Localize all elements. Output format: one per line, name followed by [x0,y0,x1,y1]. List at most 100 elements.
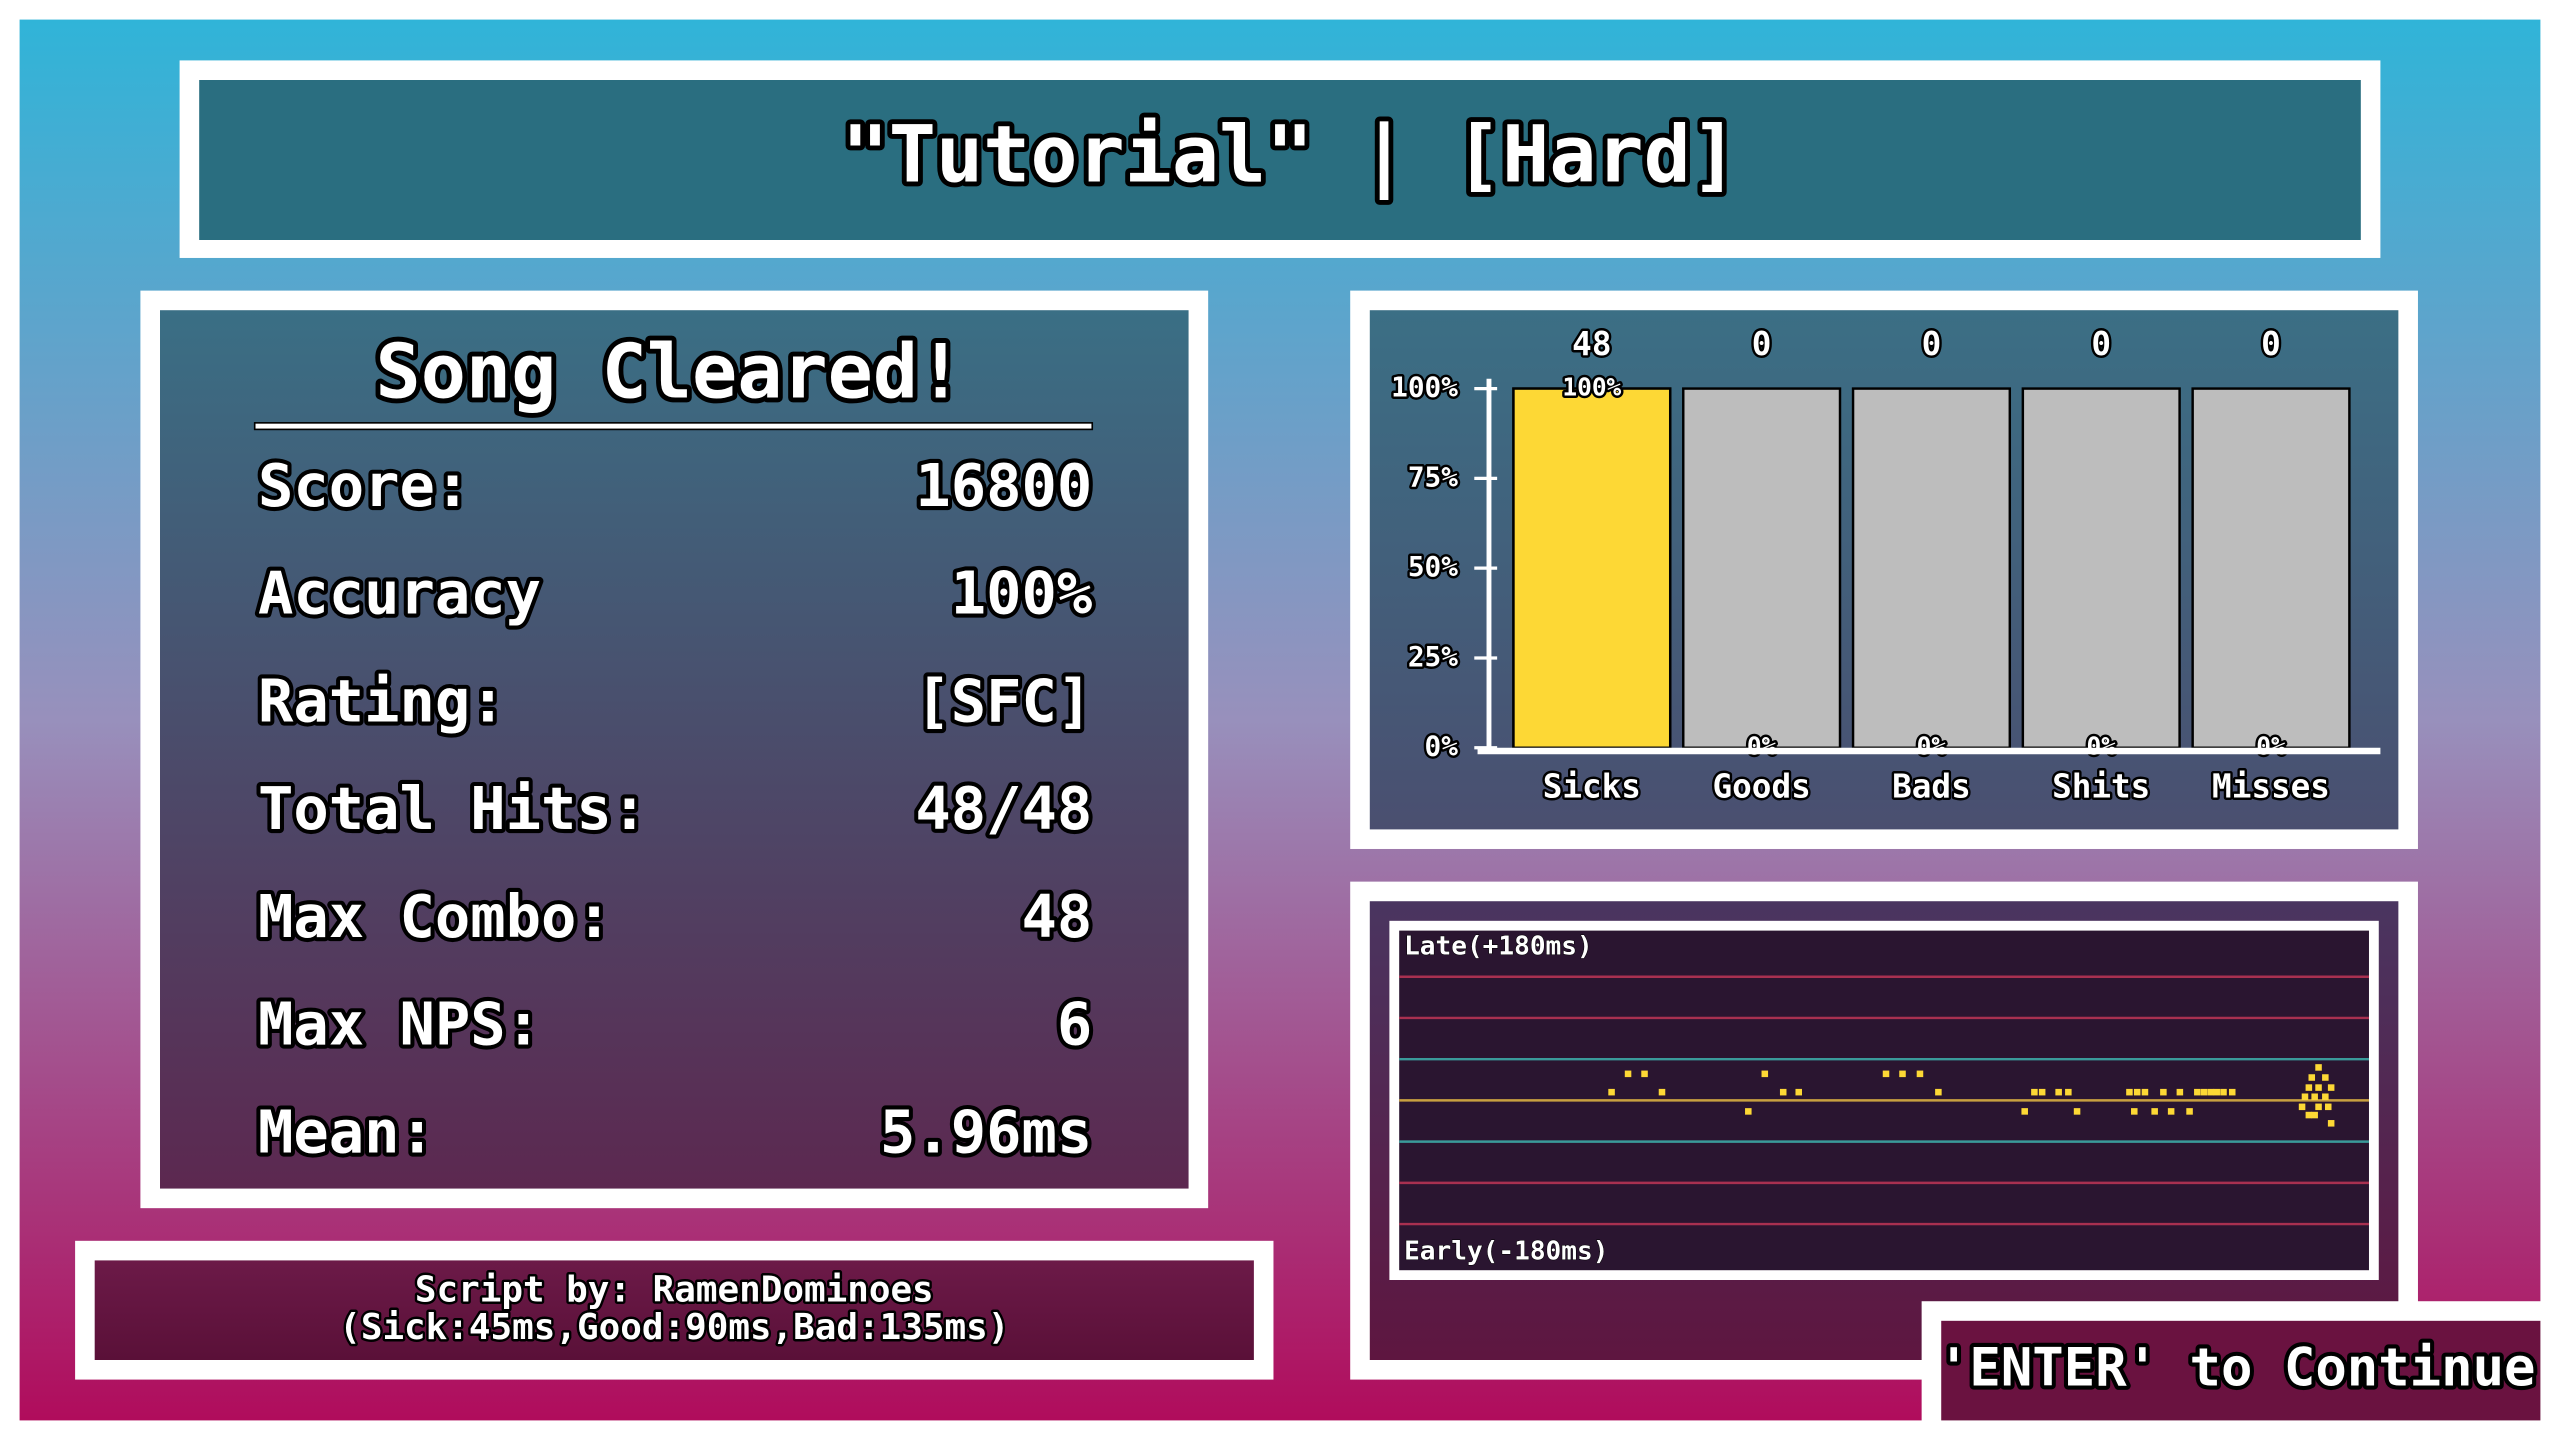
x-tick-label: Shits [2052,768,2150,806]
hit-point [2305,1084,2313,1091]
y-tick-label: 75% [1408,460,1458,493]
results-heading: Song Cleared! [376,328,964,416]
hit-point [2213,1088,2220,1096]
song-title: "Tutorial" | [Hard] [842,109,1738,200]
scatter-chart: Late(+180ms) Early(-180ms) [1399,931,2369,1267]
hit-point [1899,1070,1906,1078]
hit-point [2167,1108,2175,1115]
hit-point [2315,1064,2322,1071]
stat-value: [SFC] [915,666,1092,735]
hit-point [2301,1093,2309,1101]
bar [1512,387,1672,749]
x-tick-label: Bads [1892,768,1971,806]
hit-point [2311,1093,2318,1101]
x-tick-label: Sicks [1543,768,1641,806]
stat-label: Mean: [258,1097,435,1166]
stat-value: 48 [1021,882,1092,951]
results-panel [160,310,1189,1189]
value-label: 0% [2256,732,2286,761]
hit-point [1779,1088,1787,1096]
hit-point [2311,1111,2318,1119]
value-label: 0% [2086,732,2116,761]
hit-point [2126,1088,2133,1096]
hit-point [1641,1070,1648,1078]
stat-value: 48/48 [915,774,1092,843]
hit-point [2131,1108,2138,1115]
footer-line: (Sick:45ms,Good:90ms,Bad:135ms) [339,1307,1009,1348]
x-tick-label: Misses [2212,768,2330,806]
hit-point [2065,1088,2072,1096]
bar-track [2191,387,2351,749]
hit-point [1935,1088,1942,1096]
stats-list: Score: 16800 Accuracy 100% Rating: [SFC] Total… [254,447,1096,1171]
hit-point [2021,1108,2028,1115]
continue-prompt: 'ENTER' to Continue [1938,1338,2536,1398]
bar-track [1851,387,2012,749]
hit-point [2073,1108,2081,1115]
y-tick-label: 100% [1391,371,1458,404]
value-label: 100% [1562,373,1621,402]
hit-point [2220,1088,2227,1096]
stat-label: Rating: [258,666,506,735]
footer-line: Script by: RamenDominoes [415,1269,934,1310]
stat-value: 6 [1057,990,1092,1059]
late-label: Late(+180ms) [1404,931,1593,961]
stat-label: Score: [258,451,470,520]
hit-point [2322,1093,2329,1101]
hit-point [1608,1088,1615,1096]
stat-label: Accuracy [258,559,541,628]
stat-value: 16800 [915,451,1092,520]
stat-label: Total Hits: [258,774,647,843]
hit-point [2133,1088,2141,1096]
y-tick-label: 25% [1408,640,1458,673]
value-label: 0% [1747,732,1777,761]
bar-count: 0 [2261,325,2281,363]
early-label: Early(-180ms) [1404,1237,1608,1267]
stat-label: Max Combo: [258,882,612,951]
hit-point [2298,1103,2306,1111]
value-label: 0% [1917,732,1947,761]
hit-point [2324,1103,2332,1111]
bar-count: 0 [2091,325,2111,363]
hit-point [2327,1084,2335,1091]
prompt-box [1941,1320,2541,1421]
hit-point [2151,1108,2158,1115]
hit-point [2200,1088,2208,1096]
hit-point [1882,1070,1890,1078]
hit-point [1916,1070,1924,1078]
hit-point [2038,1088,2046,1096]
hit-point [1761,1070,1769,1078]
bar-track [2021,387,2181,749]
stat-label: Max NPS: [258,990,541,1059]
y-tick-label: 0% [1425,730,1459,763]
title-box [199,80,2361,240]
bar-count: 0 [1752,325,1772,363]
bar-chart: 0% 25% 50% 75% 100% 48 100% Sicks 0 0% Goods 0 0% Bad… [1389,323,2381,808]
hit-point [2176,1088,2184,1096]
hit-point [2194,1088,2201,1096]
hit-point [2186,1108,2193,1115]
stat-value: 5.96ms [880,1097,1092,1166]
x-tick-label: Goods [1712,768,1810,806]
hit-point [2327,1120,2335,1127]
hit-point [1624,1070,1632,1078]
hit-point [2160,1088,2167,1096]
hit-point [1745,1108,1752,1115]
bar-count: 0 [1922,325,1942,363]
hit-point [2305,1111,2313,1119]
heading-underline [253,422,1094,431]
bar-count: 48 [1572,325,1611,363]
footer-box [94,1260,1254,1360]
hit-point [2228,1088,2236,1096]
hit-point [1658,1088,1666,1096]
hit-point [2141,1088,2149,1096]
hit-point [2315,1103,2322,1111]
hit-point [2055,1088,2062,1096]
hit-point [2308,1074,2316,1081]
stat-value: 100% [951,559,1093,628]
bar-track [1682,387,1842,749]
hit-point [2315,1084,2322,1091]
hit-point [2322,1074,2329,1081]
